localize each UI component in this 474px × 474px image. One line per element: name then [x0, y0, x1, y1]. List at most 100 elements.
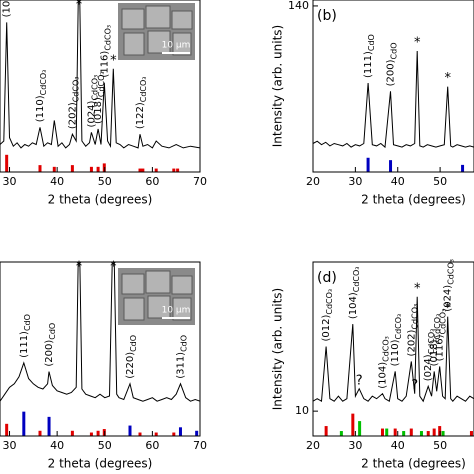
x-tick-label: 40 — [391, 439, 405, 452]
peak-label-phase: CdCO₃ — [427, 329, 436, 355]
peak-label-hkl: (110) — [390, 339, 401, 366]
inset-crystal — [123, 297, 145, 321]
panel-label: (b) — [317, 8, 337, 24]
peak-label: (200)CdO — [44, 323, 57, 367]
inset-crystal — [172, 297, 192, 321]
peak-label: (024)CdCO₃ — [423, 329, 436, 382]
peak-label-phase: CdCO₃ — [39, 70, 48, 96]
peak-label-hkl: (122) — [135, 102, 146, 129]
x-tick-label: 30 — [3, 175, 17, 188]
x-tick-label: 20 — [306, 175, 320, 188]
peak-label: (018)CdCO₃ — [429, 314, 442, 367]
inset-crystal — [121, 273, 145, 295]
inset-crystal — [171, 275, 193, 295]
peak-label-hkl: (116) — [435, 334, 446, 361]
peak-marker: * — [110, 53, 117, 68]
peak-label-phase: CdCO₃ — [97, 71, 106, 97]
x-tick-label: 50 — [433, 439, 447, 452]
plot-area — [313, 50, 474, 172]
y-axis-title: Intensity (arb. units) — [271, 288, 285, 410]
peak-label-phase: CdO — [367, 34, 376, 51]
x-tick-label: 20 — [306, 439, 320, 452]
peak-label: (116)CdCO₃ — [99, 25, 112, 78]
peak-label-hkl: (202) — [406, 329, 417, 356]
peak-label: (104)CdCO₃ — [377, 336, 390, 389]
peak-marker: * — [76, 260, 83, 275]
peak-label-phase: CdCO₃ — [103, 25, 112, 51]
peak-label: (116)CdCO₃ — [435, 309, 448, 362]
peak-marker: * — [444, 301, 451, 316]
inset-crystal — [145, 270, 171, 294]
peak-label-phase: CdCO₃ — [438, 309, 447, 335]
x-tick-label: 50 — [98, 439, 112, 452]
plot-frame — [312, 261, 474, 437]
spectrum-line — [0, 0, 200, 149]
peak-marker: * — [414, 281, 421, 296]
peak-label-phase: CdO — [129, 335, 138, 352]
peak-marker: * — [444, 71, 451, 86]
plot-frame — [0, 261, 201, 437]
peak-label-phase: CdCO₃ — [394, 314, 403, 340]
y-tick-label: 140 — [288, 0, 309, 12]
peak-marker: ? — [356, 373, 363, 388]
peak-label-phase: CdO — [389, 42, 398, 59]
peak-marker: ? — [411, 378, 418, 393]
peak-label: (200)CdO — [386, 42, 399, 86]
y-tick-label: 10 — [295, 404, 309, 417]
inset-crystal — [147, 30, 171, 54]
peak-label: (110)CdCO₃ — [35, 70, 48, 123]
peak-label-hkl: (104) — [2, 0, 13, 17]
peak-label-phase: CdCO₃ — [446, 259, 455, 285]
plot-frame — [0, 0, 201, 173]
inset-crystal — [172, 32, 192, 56]
peak-label: (311)CdO — [175, 335, 188, 379]
peak-label-phase: CdO — [48, 323, 57, 340]
peak-marker: * — [414, 36, 421, 51]
peak-label-hkl: (104) — [377, 362, 388, 389]
x-tick-label: 60 — [145, 439, 159, 452]
peak-label-hkl: (024) — [86, 100, 97, 127]
peak-label-phase: CdCO₃ — [433, 314, 442, 340]
x-axis-title: 2 theta (degrees) — [361, 457, 466, 471]
peak-label-phase: CdO — [179, 335, 188, 352]
peak-label-phase: CdCO₃ — [351, 266, 360, 292]
peak-label-hkl: (200) — [44, 340, 55, 367]
peak-label: (111)CdO — [363, 34, 376, 78]
peak-label-hkl: (220) — [125, 352, 136, 379]
peak-label-hkl: (012) — [321, 315, 332, 342]
inset-crystal — [145, 5, 171, 29]
x-axis-title: 2 theta (degrees) — [48, 457, 153, 471]
x-tick-label: 30 — [348, 439, 362, 452]
x-tick-label: 50 — [98, 175, 112, 188]
peak-label-phase: CdCO₃ — [71, 77, 80, 103]
peak-marker: * — [110, 260, 117, 275]
peak-label: (202)CdCO₃ — [67, 77, 80, 130]
x-axis-title: 2 theta (degrees) — [48, 193, 153, 207]
x-tick-label: 70 — [193, 439, 207, 452]
x-axis-title: 2 theta (degrees) — [361, 193, 466, 207]
x-tick-label: 40 — [50, 439, 64, 452]
peak-label: (104)CdCO₃ — [348, 266, 361, 319]
inset-crystal — [147, 295, 171, 319]
spectrum-line — [0, 262, 200, 402]
plot-area — [0, 0, 200, 172]
peak-label-hkl: (024) — [443, 285, 454, 312]
peak-label: (122)CdCO₃ — [135, 77, 148, 130]
peak-label: (018)CdCO₃ — [93, 71, 106, 124]
peak-label-phase: CdCO₃ — [325, 289, 334, 315]
scale-bar-label: 10 μm — [162, 306, 191, 316]
x-tick-label: 40 — [50, 175, 64, 188]
peak-label-hkl: (104) — [348, 292, 359, 319]
panel-label: (d) — [317, 270, 337, 286]
spectrum-line — [313, 296, 474, 403]
peak-label-hkl: (018) — [429, 339, 440, 366]
peak-label-phase: CdO — [22, 314, 31, 331]
peak-label-hkl: (116) — [99, 51, 110, 78]
peak-label-phase: CdCO₃ — [139, 77, 148, 103]
peak-label: (202)CdCO₃ — [406, 304, 419, 357]
peak-label-phase: CdCO₃ — [410, 304, 419, 330]
x-tick-label: 30 — [3, 439, 17, 452]
y-axis-title: Intensity (arb. units) — [271, 25, 285, 147]
peak-label-hkl: (024) — [423, 354, 434, 381]
